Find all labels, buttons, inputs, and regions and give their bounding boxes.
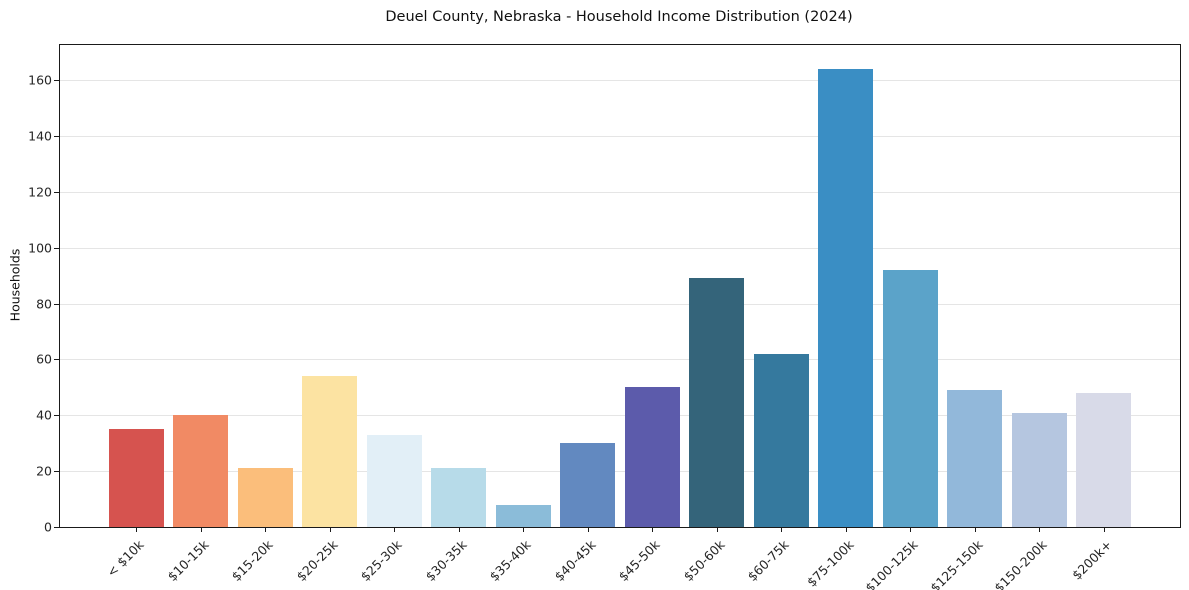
- x-tick-mark: [394, 527, 396, 532]
- bar: [882, 270, 938, 527]
- bar: [108, 429, 164, 527]
- y-tick-mark: [54, 359, 59, 361]
- bar: [237, 468, 293, 527]
- y-tick-label: 80: [36, 296, 52, 312]
- x-tick-mark: [265, 527, 267, 532]
- gridline: [60, 136, 1180, 138]
- x-tick-mark: [1039, 527, 1041, 532]
- x-tick-mark: [910, 527, 912, 532]
- y-tick-label: 160: [28, 72, 52, 88]
- bar: [1011, 412, 1067, 527]
- x-tick-mark: [329, 527, 331, 532]
- y-tick-label: 0: [44, 519, 52, 535]
- bar: [495, 504, 551, 527]
- gridline: [60, 303, 1180, 305]
- x-tick-mark: [523, 527, 525, 532]
- x-tick-mark: [974, 527, 976, 532]
- gridline: [60, 471, 1180, 473]
- gridline: [60, 359, 1180, 361]
- x-tick-mark: [587, 527, 589, 532]
- y-tick-mark: [54, 303, 59, 305]
- x-tick-mark: [458, 527, 460, 532]
- x-tick-mark: [716, 527, 718, 532]
- y-tick-mark: [54, 471, 59, 473]
- y-tick-label: 60: [36, 351, 52, 367]
- bar: [366, 434, 422, 527]
- bar: [431, 468, 487, 527]
- bar: [173, 415, 229, 527]
- plot-area: 0 20 40 60 80 100 120 140 160 < $10k $10-15k $15-20…: [28, 44, 1181, 590]
- y-tick-mark: [54, 80, 59, 82]
- bar: [818, 69, 874, 527]
- y-tick-label: 120: [28, 184, 52, 200]
- x-tick-label: < $10k: [103, 537, 147, 580]
- bar: [689, 278, 745, 527]
- y-tick-mark: [54, 415, 59, 417]
- bar: [624, 387, 680, 527]
- bar: [560, 443, 616, 527]
- y-tick-label: 40: [36, 407, 52, 423]
- x-tick-mark: [845, 527, 847, 532]
- gridline: [60, 247, 1180, 249]
- x-tick-mark: [781, 527, 783, 532]
- x-tick-mark: [200, 527, 202, 532]
- bar: [947, 390, 1003, 527]
- y-tick-mark: [54, 247, 59, 249]
- x-tick-mark: [136, 527, 137, 532]
- x-tick-mark: [1103, 527, 1105, 532]
- y-tick-mark: [54, 527, 59, 528]
- y-tick-label: 20: [36, 463, 52, 479]
- bar: [302, 376, 358, 527]
- gridline: [60, 80, 1180, 82]
- gridline: [60, 191, 1180, 193]
- y-tick-mark: [54, 136, 59, 138]
- x-tick-mark: [652, 527, 654, 532]
- bar: [753, 353, 809, 527]
- y-tick-label: 140: [28, 128, 52, 144]
- gridline: [60, 415, 1180, 417]
- bar: [1076, 392, 1132, 527]
- y-tick-label: 100: [28, 240, 52, 256]
- chart-title: Deuel County, Nebraska - Household Incom…: [385, 9, 853, 25]
- y-tick-mark: [54, 191, 59, 193]
